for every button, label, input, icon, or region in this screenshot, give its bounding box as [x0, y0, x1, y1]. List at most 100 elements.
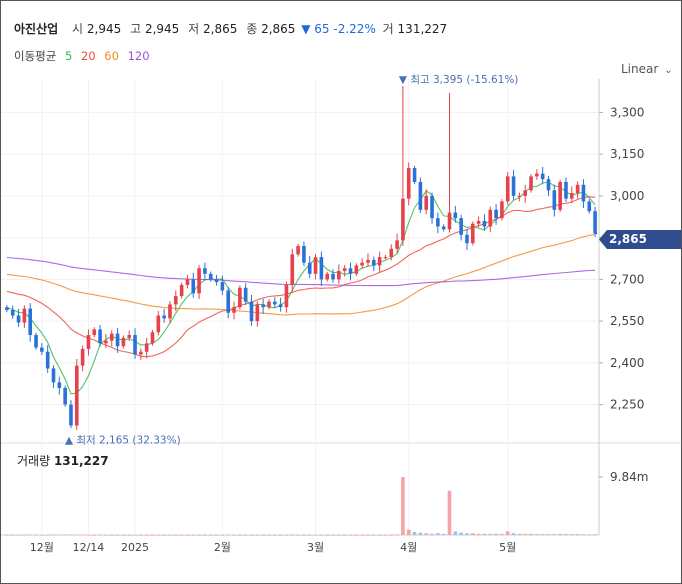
candle-body — [168, 304, 172, 319]
candle-body — [302, 245, 306, 263]
candle-body — [214, 279, 219, 283]
ma-20-line — [6, 196, 596, 358]
candle-body — [272, 301, 277, 305]
volume-bar — [133, 534, 137, 536]
candle-body — [34, 335, 38, 348]
volume-bar — [465, 533, 469, 535]
x-tick-label: 4월 — [400, 541, 417, 554]
volume-bar — [383, 534, 388, 536]
volume-bar — [505, 531, 510, 535]
volume-bar — [523, 533, 528, 535]
volume-bar — [517, 533, 522, 535]
candle-body — [191, 279, 196, 294]
volume-panel-value: 131,227 — [53, 454, 109, 468]
volume-bar — [581, 534, 586, 536]
volume-bar — [406, 529, 411, 535]
candle-body — [28, 308, 33, 336]
candle-body — [540, 173, 545, 180]
volume-bar — [63, 534, 67, 536]
volume-bar — [115, 534, 120, 536]
candle-body — [22, 308, 27, 323]
candle-body — [535, 173, 539, 177]
candle-body — [313, 257, 318, 274]
candle-body — [51, 368, 56, 383]
ma-120-legend[interactable]: 120 — [127, 49, 150, 63]
candle-body — [389, 248, 394, 258]
ma-20-legend[interactable]: 20 — [80, 49, 96, 63]
volume-bar — [220, 534, 225, 536]
candle-body — [104, 340, 108, 344]
x-tick-label: 12/14 — [73, 541, 105, 554]
candle-body — [226, 290, 231, 313]
candle-body — [144, 343, 149, 352]
scale-selector[interactable]: Linear ⌄ — [621, 62, 673, 76]
x-tick-label: 3월 — [307, 541, 324, 554]
candle-body — [529, 176, 533, 191]
candle-body — [470, 223, 475, 244]
volume-bar — [552, 534, 557, 535]
volume-bar — [16, 534, 21, 536]
volume-panel-title: 거래량 131,227 — [17, 452, 109, 469]
close-value: 2,865 — [261, 22, 296, 36]
volume-bar — [569, 534, 574, 535]
candle-body — [354, 265, 359, 274]
candle-body — [348, 268, 353, 274]
candle-body — [243, 287, 248, 302]
candle-body — [593, 211, 597, 234]
candle-body — [436, 218, 440, 227]
volume-bar — [459, 532, 463, 535]
low-value: 2,865 — [203, 22, 238, 36]
volume-bar — [564, 534, 568, 535]
candle-body — [430, 195, 434, 219]
candle-body — [319, 257, 324, 280]
volume-bar — [412, 532, 417, 535]
volume-bar — [441, 533, 446, 535]
moving-average-legend: 이동평균 5 20 60 120 — [14, 48, 155, 64]
volume-bar — [447, 490, 452, 535]
candle-body — [500, 201, 504, 219]
candle-body — [109, 333, 114, 341]
ma-60-line — [6, 233, 596, 316]
candle-body — [40, 347, 44, 352]
ma-5-legend[interactable]: 5 — [64, 49, 73, 63]
volume-bar — [86, 534, 91, 536]
volume-bar — [92, 534, 97, 536]
ma-60-legend[interactable]: 60 — [104, 49, 119, 63]
candle-body — [587, 201, 592, 212]
volume-bar — [191, 534, 196, 536]
volume-bar — [51, 534, 56, 536]
volume-bar — [325, 534, 330, 536]
volume-bar — [284, 534, 289, 536]
candle-body — [92, 329, 97, 336]
volume-bar — [342, 534, 347, 536]
candle-body — [488, 209, 493, 227]
x-tick-label: 12월 — [30, 541, 54, 554]
candle-body — [424, 195, 429, 210]
volume-bar — [214, 534, 219, 536]
candle-body — [290, 254, 295, 285]
volume-bar — [535, 534, 539, 535]
volume-bar — [307, 534, 312, 536]
volume-bar — [424, 533, 429, 535]
x-tick-label: 2025 — [121, 541, 149, 554]
ma-120-line — [6, 256, 596, 287]
volume-bar — [494, 533, 498, 535]
candle-body — [80, 348, 85, 366]
volume-bar — [540, 534, 545, 535]
candle-body — [552, 190, 557, 210]
candle-body — [86, 335, 91, 349]
volume-bar — [34, 534, 38, 536]
volume-bar — [488, 533, 493, 535]
volume-bar — [45, 534, 50, 536]
volume-bar — [139, 534, 143, 536]
candle-body — [208, 273, 213, 280]
y-tick-label: 3,300 — [610, 105, 644, 119]
y-tick-label: 2,550 — [610, 314, 644, 328]
candle-body — [465, 234, 469, 244]
volume-bar — [371, 534, 376, 536]
volume-bar — [267, 534, 271, 536]
candle-body — [569, 193, 574, 199]
y-tick-label: 2,700 — [610, 272, 644, 286]
candle-body — [505, 176, 510, 202]
